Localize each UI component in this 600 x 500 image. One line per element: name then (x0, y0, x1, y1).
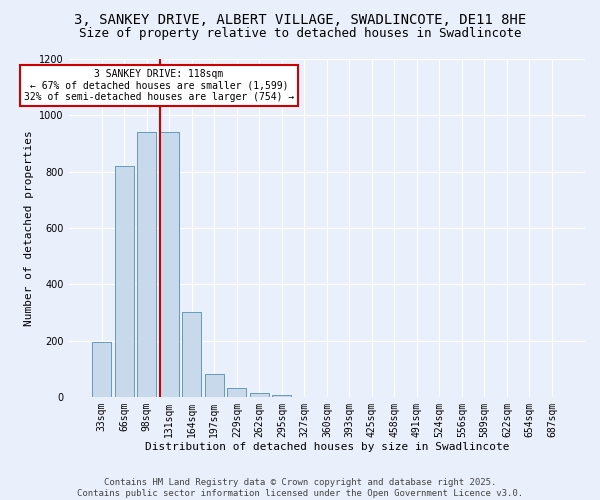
Y-axis label: Number of detached properties: Number of detached properties (24, 130, 34, 326)
Bar (227, 388, 247, 397)
Bar (160, 132, 179, 397)
Text: 3, SANKEY DRIVE, ALBERT VILLAGE, SWADLINCOTE, DE11 8HE: 3, SANKEY DRIVE, ALBERT VILLAGE, SWADLIN… (74, 12, 526, 26)
Bar (182, 312, 202, 397)
Text: 3 SANKEY DRIVE: 118sqm
← 67% of detached houses are smaller (1,599)
32% of semi-: 3 SANKEY DRIVE: 118sqm ← 67% of detached… (24, 69, 294, 102)
Bar (92, 342, 112, 397)
Bar (272, 394, 292, 397)
Bar (115, 166, 134, 397)
Bar (137, 132, 157, 397)
Bar (250, 392, 269, 397)
Text: Contains HM Land Registry data © Crown copyright and database right 2025.
Contai: Contains HM Land Registry data © Crown c… (77, 478, 523, 498)
X-axis label: Distribution of detached houses by size in Swadlincote: Distribution of detached houses by size … (145, 442, 509, 452)
Text: Size of property relative to detached houses in Swadlincote: Size of property relative to detached ho… (79, 28, 521, 40)
Bar (205, 374, 224, 397)
